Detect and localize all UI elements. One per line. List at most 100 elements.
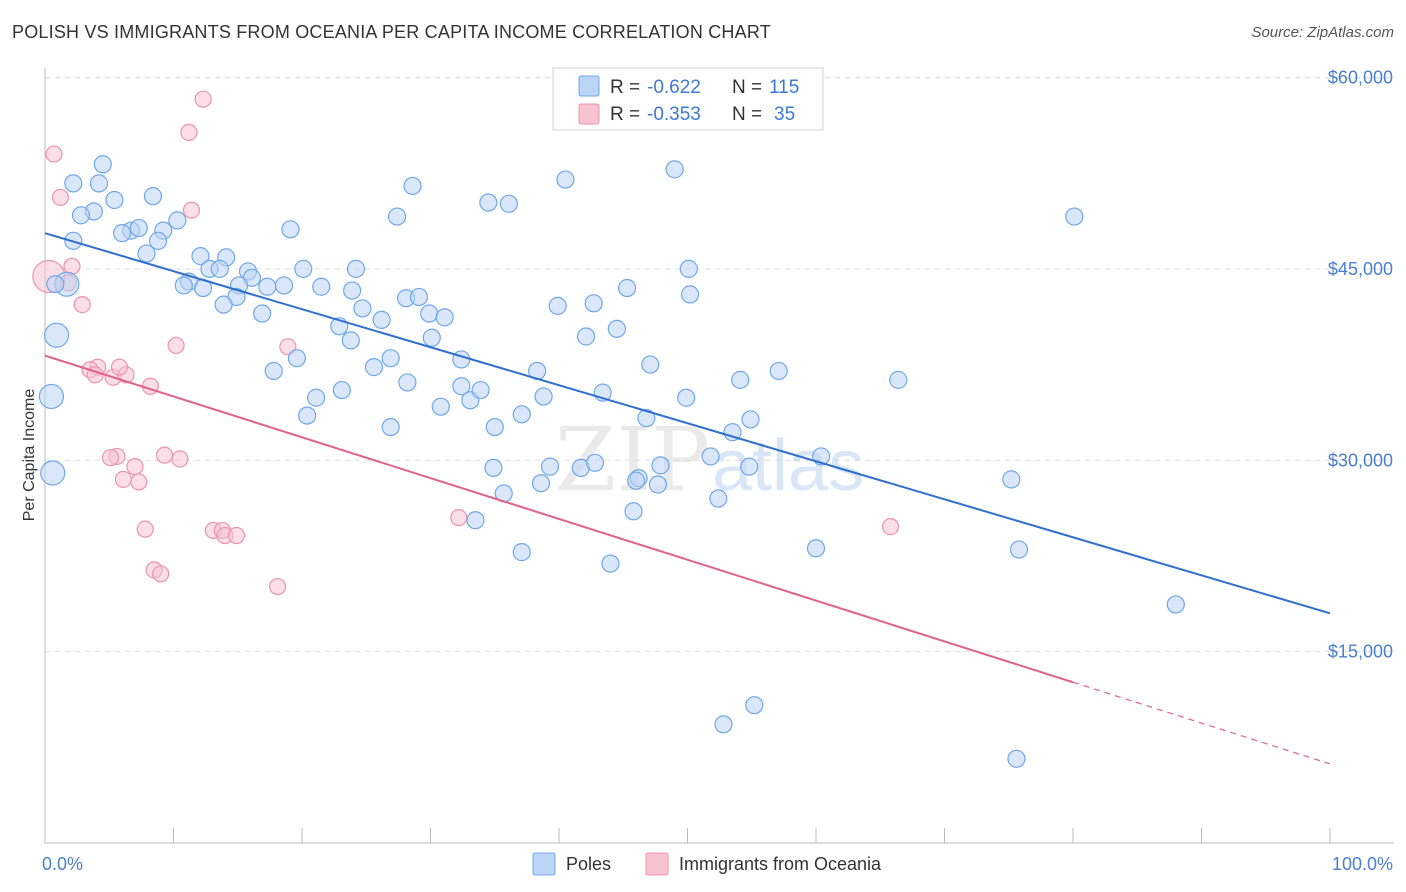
poles-point-44 xyxy=(341,331,360,350)
poles-point-49 xyxy=(452,350,471,369)
oceania-point-2 xyxy=(51,188,70,207)
poles-point-33 xyxy=(353,299,372,318)
poles-point-43 xyxy=(422,328,441,347)
stats-swatch-oceania xyxy=(578,103,600,125)
poles-point-31 xyxy=(343,281,362,300)
poles-point-10 xyxy=(129,218,148,238)
poles-point-77 xyxy=(641,355,660,374)
y-tick-label-3: $60,000 xyxy=(1328,68,1393,88)
poles-point-2 xyxy=(89,174,109,193)
poles-point-91 xyxy=(741,410,760,429)
poles-point-101 xyxy=(714,715,733,734)
stats-n-value-oceania: 35 xyxy=(774,104,795,125)
gridlines xyxy=(45,77,1394,653)
stats-n-label-poles: N = xyxy=(732,77,762,98)
x-tick-label-1: 100.0% xyxy=(1332,854,1393,874)
poles-point-11 xyxy=(112,224,132,243)
poles-point-6 xyxy=(71,206,91,225)
poles-point-45 xyxy=(364,358,384,377)
poles-point-95 xyxy=(806,539,826,558)
oceania-point-5 xyxy=(73,295,91,314)
poles-point-29 xyxy=(294,259,313,278)
poles-point-54 xyxy=(398,373,417,392)
poles-point-93 xyxy=(769,361,788,381)
poles-point-23 xyxy=(174,276,193,295)
legend-label-oceania: Immigrants from Oceania xyxy=(679,854,882,874)
poles-point-38 xyxy=(409,287,429,307)
poles-point-39 xyxy=(420,304,439,323)
poles-point-3 xyxy=(105,190,124,210)
poles-point-96 xyxy=(889,370,908,389)
trend-line-poles xyxy=(44,232,1331,615)
poles-point-13 xyxy=(148,231,168,250)
poles-point-58 xyxy=(471,380,490,400)
poles-point-111 xyxy=(43,322,70,348)
poles-point-108 xyxy=(46,275,65,294)
poles-point-27 xyxy=(274,276,294,295)
poles-point-56 xyxy=(452,377,471,396)
oceania-point-32 xyxy=(268,577,287,596)
oceania-point-19 xyxy=(101,449,120,467)
poles-point-62 xyxy=(512,405,531,424)
poles-point-107 xyxy=(387,207,407,226)
stats-swatch-poles xyxy=(578,75,600,97)
oceania-point-22 xyxy=(130,473,148,491)
poles-point-64 xyxy=(534,387,553,406)
poles-point-0 xyxy=(93,155,112,174)
poles-point-36 xyxy=(253,304,272,323)
stats-r-value-oceania: -0.353 xyxy=(647,104,701,125)
poles-point-110 xyxy=(38,383,65,410)
poles-point-51 xyxy=(298,406,317,425)
poles-point-68 xyxy=(548,296,567,315)
poles-point-46 xyxy=(264,361,283,381)
poles-point-103 xyxy=(1007,749,1026,768)
poles-point-40 xyxy=(435,308,454,327)
poles-point-61 xyxy=(484,458,503,478)
poles-point-78 xyxy=(624,502,643,521)
poles-point-4 xyxy=(143,187,163,206)
poles-point-86 xyxy=(680,285,700,304)
oceania-point-13 xyxy=(167,336,185,355)
trend-lines xyxy=(44,232,1331,765)
poles-point-71 xyxy=(584,294,603,313)
poles-point-84 xyxy=(665,160,684,179)
poles-point-30 xyxy=(346,259,366,278)
poles-point-1 xyxy=(64,174,83,193)
poles-point-35 xyxy=(214,295,233,314)
oceania-point-24 xyxy=(171,450,189,468)
stats-r-value-poles: -0.622 xyxy=(647,77,701,98)
stats-r-label-oceania: R = xyxy=(610,104,640,125)
poles-point-76 xyxy=(601,554,620,573)
poles-point-85 xyxy=(679,259,698,278)
poles-point-106 xyxy=(403,176,422,196)
poles-point-100 xyxy=(1166,595,1185,614)
poles-point-18 xyxy=(210,259,229,278)
poles-point-7 xyxy=(168,211,187,230)
poles-point-83 xyxy=(677,388,696,407)
y-tick-label-1: $30,000 xyxy=(1328,450,1393,470)
oceania-point-33 xyxy=(450,509,468,527)
axes xyxy=(44,68,1394,844)
poles-point-66 xyxy=(531,474,551,493)
series-immigrants-from-oceania xyxy=(32,90,900,596)
y-tick-labels: $15,000 $30,000 $45,000 $60,000 xyxy=(1328,68,1393,662)
poles-point-104 xyxy=(479,193,498,212)
poles-point-102 xyxy=(745,696,764,715)
poles-point-15 xyxy=(137,244,156,263)
poles-point-99 xyxy=(1065,207,1084,226)
poles-point-53 xyxy=(381,417,400,437)
poles-point-67 xyxy=(512,543,531,562)
poles-point-41 xyxy=(281,220,300,239)
oceania-point-31 xyxy=(227,526,246,545)
poles-point-14 xyxy=(191,247,210,266)
oceania-point-20 xyxy=(126,458,144,476)
trend-line-oceania xyxy=(44,354,1074,684)
poles-point-109 xyxy=(40,460,66,486)
oceania-point-21 xyxy=(114,470,132,488)
oceania-point-11 xyxy=(110,358,129,376)
poles-point-92 xyxy=(740,457,759,476)
poles-point-70 xyxy=(576,327,596,346)
poles-point-80 xyxy=(637,409,656,428)
stats-legend: R = -0.622 N = 115 R = -0.353 N = 35 xyxy=(552,67,824,131)
